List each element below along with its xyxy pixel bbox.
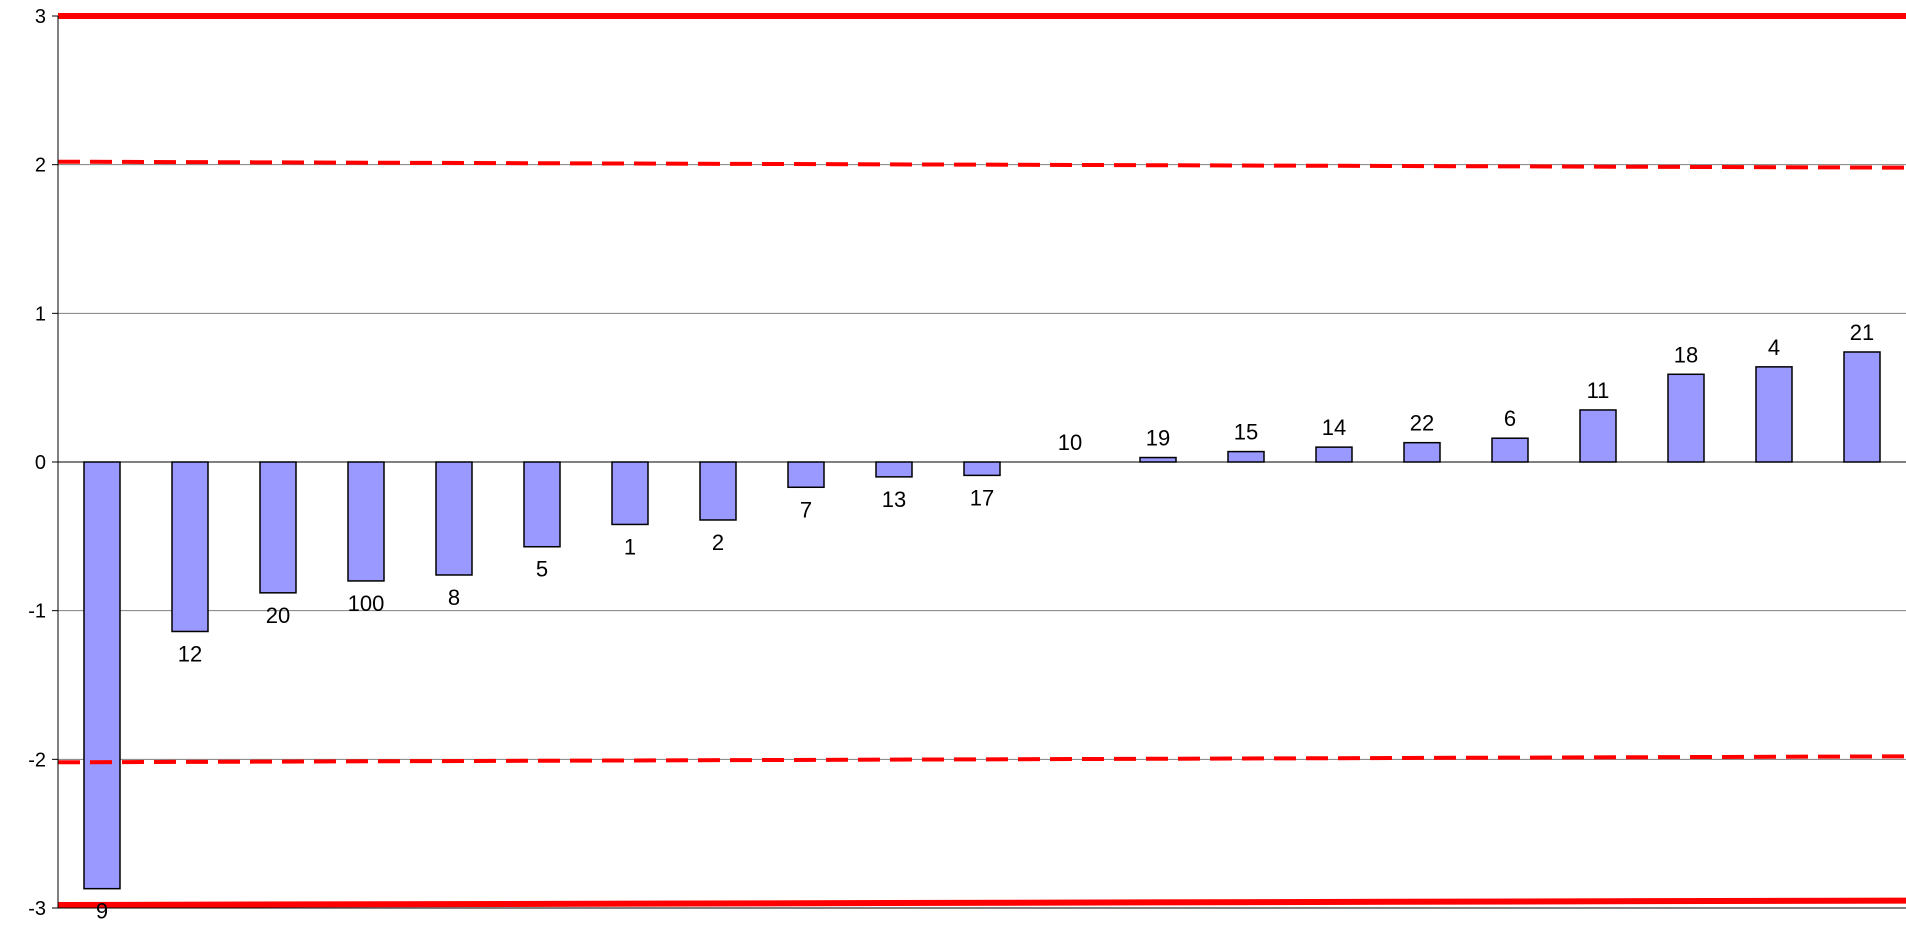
bar-category-label: 8 [448, 585, 460, 610]
y-tick-label: -3 [28, 898, 46, 920]
y-tick-label: 1 [35, 303, 46, 325]
bar [83, 461, 121, 890]
bar-category-label: 1 [624, 534, 636, 559]
bar-category-label: 10 [1058, 430, 1082, 455]
y-tick-label: 3 [35, 6, 46, 28]
y-tick-label: 2 [35, 155, 46, 177]
bar [963, 461, 1001, 477]
bar [435, 461, 473, 576]
bar-category-label: 19 [1146, 426, 1170, 451]
y-tick-label: -2 [28, 749, 46, 771]
bar-category-label: 6 [1504, 406, 1516, 431]
bar-category-label: 21 [1850, 320, 1874, 345]
bar-category-label: 14 [1322, 415, 1346, 440]
bar-category-label: 2 [712, 530, 724, 555]
bar [699, 461, 737, 521]
limit-line-dashed [57, 754, 1906, 765]
reference-lines [57, 13, 1906, 909]
bar [171, 461, 209, 633]
bar-category-label: 18 [1674, 342, 1698, 367]
limit-line-dashed [57, 159, 1906, 170]
y-tick-label: 0 [35, 452, 46, 474]
bar [1139, 456, 1177, 463]
bar [347, 461, 385, 582]
gridlines [58, 15, 1906, 760]
bar-category-label: 12 [178, 641, 202, 666]
bar [1667, 373, 1705, 463]
limit-line-solid [57, 897, 1906, 909]
bar [523, 461, 561, 548]
bar [1843, 351, 1881, 463]
bar [787, 461, 825, 489]
bar [875, 461, 913, 478]
bar-category-label: 15 [1234, 420, 1258, 445]
bar [611, 461, 649, 526]
bar-category-label: 20 [266, 603, 290, 628]
bar-category-label: 9 [96, 899, 108, 924]
bar-category-label: 17 [970, 485, 994, 510]
bars [83, 351, 1881, 890]
bar [1403, 441, 1441, 463]
bar-category-label: 7 [800, 497, 812, 522]
bar-category-label: 13 [882, 487, 906, 512]
bar-category-label: 5 [536, 557, 548, 582]
bar-category-label: 22 [1410, 411, 1434, 436]
bar-category-label: 100 [348, 591, 385, 616]
y-tick-label: -1 [28, 601, 46, 623]
axes [52, 15, 1906, 909]
bar-category-label: 4 [1768, 335, 1780, 360]
bar [1755, 366, 1793, 463]
bar [259, 461, 297, 594]
bar [1315, 446, 1353, 463]
bar-category-label: 11 [1587, 378, 1610, 403]
y-axis-tick-labels: 3 2 1 0 -1 -2 -3 [28, 6, 46, 920]
bar [1579, 409, 1617, 463]
bar [1491, 437, 1529, 463]
bar [1227, 450, 1265, 463]
